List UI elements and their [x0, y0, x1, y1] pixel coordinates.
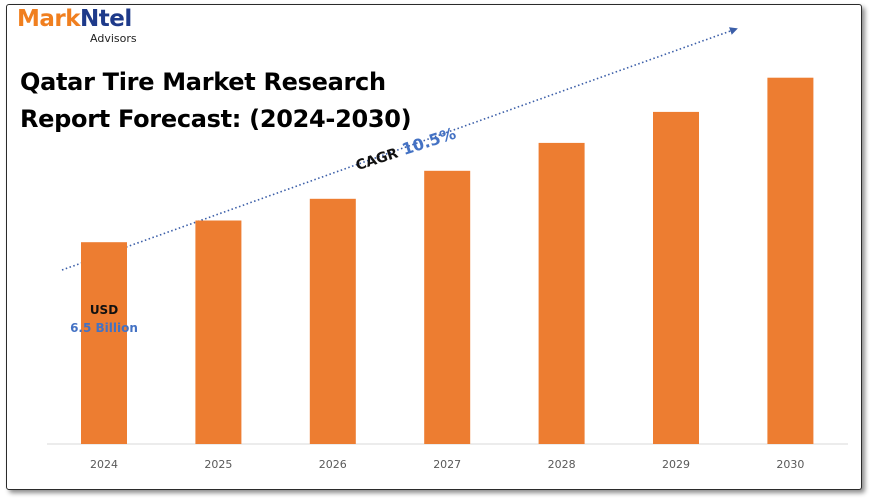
logo-mark-text: Mark [17, 6, 81, 32]
logo: MarkNtel Advisors [17, 6, 137, 45]
x-tick-label-2029: 2029 [662, 458, 690, 471]
logo-ntel-text: Ntel [80, 6, 132, 32]
bars-group [81, 77, 814, 445]
bar-2025 [195, 220, 242, 444]
bar-2029 [653, 111, 699, 445]
x-tick-label-2024: 2024 [90, 458, 118, 471]
x-tick-label-2026: 2026 [319, 458, 347, 471]
chart-title-line-2: Report Forecast: (2024-2030) [20, 105, 412, 133]
x-tick-label-2028: 2028 [548, 458, 576, 471]
first-bar-label-value: 6.5 Billion [70, 321, 138, 335]
logo-subtitle: Advisors [90, 32, 137, 45]
first-bar-label-currency: USD [89, 303, 119, 317]
x-tick-label-2027: 2027 [433, 458, 461, 471]
bar-2030 [767, 77, 814, 444]
bar-2024 [81, 242, 127, 444]
x-tick-label-2030: 2030 [776, 458, 804, 471]
x-tick-labels-group: 2024 2025 2026 2027 2028 2029 2030 [90, 458, 804, 471]
cagr-trend-arrow [61, 27, 738, 271]
logo-wordmark: MarkNtel [17, 6, 132, 32]
bar-2026 [309, 198, 356, 444]
chart-title: Qatar Tire Market Research Report Foreca… [20, 64, 440, 138]
x-tick-label-2025: 2025 [204, 458, 232, 471]
bar-2027 [424, 170, 471, 445]
chart-title-line-1: Qatar Tire Market Research [20, 68, 386, 96]
bar-2028 [538, 142, 585, 444]
